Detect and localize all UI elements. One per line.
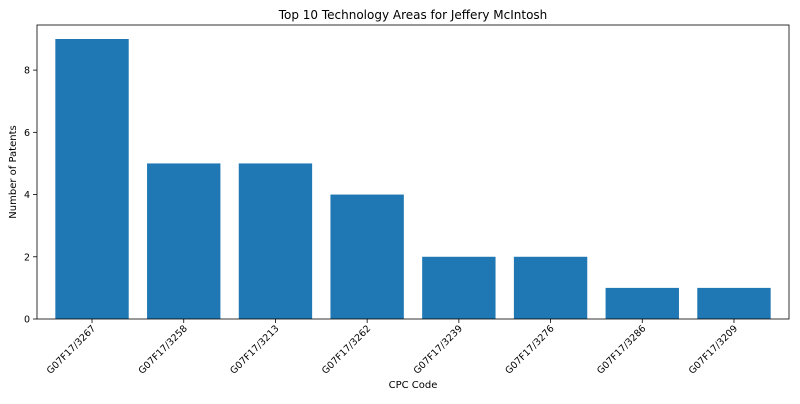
bars-layer bbox=[55, 39, 770, 319]
bar bbox=[239, 163, 312, 319]
x-tick-label: G07F17/3258 bbox=[137, 323, 190, 376]
y-axis-ticks: 0 2 4 6 8 bbox=[24, 66, 37, 326]
x-tick-label: G07F17/3239 bbox=[412, 323, 465, 376]
y-tick-label: 0 bbox=[24, 315, 30, 326]
y-tick-label: 2 bbox=[24, 252, 30, 263]
y-tick-label: 8 bbox=[24, 66, 30, 77]
y-axis-label: Number of Patents bbox=[8, 125, 19, 218]
x-tick-label: G07F17/3262 bbox=[320, 323, 373, 376]
x-tick-label: G07F17/3213 bbox=[228, 323, 281, 376]
x-tick-label: G07F17/3276 bbox=[503, 323, 556, 376]
x-tick-label: G07F17/3267 bbox=[45, 323, 98, 376]
x-tick-label: G07F17/3286 bbox=[595, 323, 648, 376]
x-axis-label: CPC Code bbox=[389, 380, 438, 391]
bar bbox=[514, 257, 587, 319]
bar bbox=[147, 163, 220, 319]
bar bbox=[697, 288, 770, 319]
bar bbox=[55, 39, 128, 319]
x-axis-ticks: G07F17/3267 G07F17/3258 G07F17/3213 G07F17/… bbox=[45, 319, 740, 377]
bar bbox=[330, 195, 403, 319]
y-tick-label: 4 bbox=[24, 190, 30, 201]
y-tick-label: 6 bbox=[24, 128, 30, 139]
bar bbox=[422, 257, 495, 319]
x-tick-label: G07F17/3209 bbox=[687, 323, 740, 376]
bar bbox=[606, 288, 679, 319]
chart-title: Top 10 Technology Areas for Jeffery McIn… bbox=[278, 8, 548, 22]
